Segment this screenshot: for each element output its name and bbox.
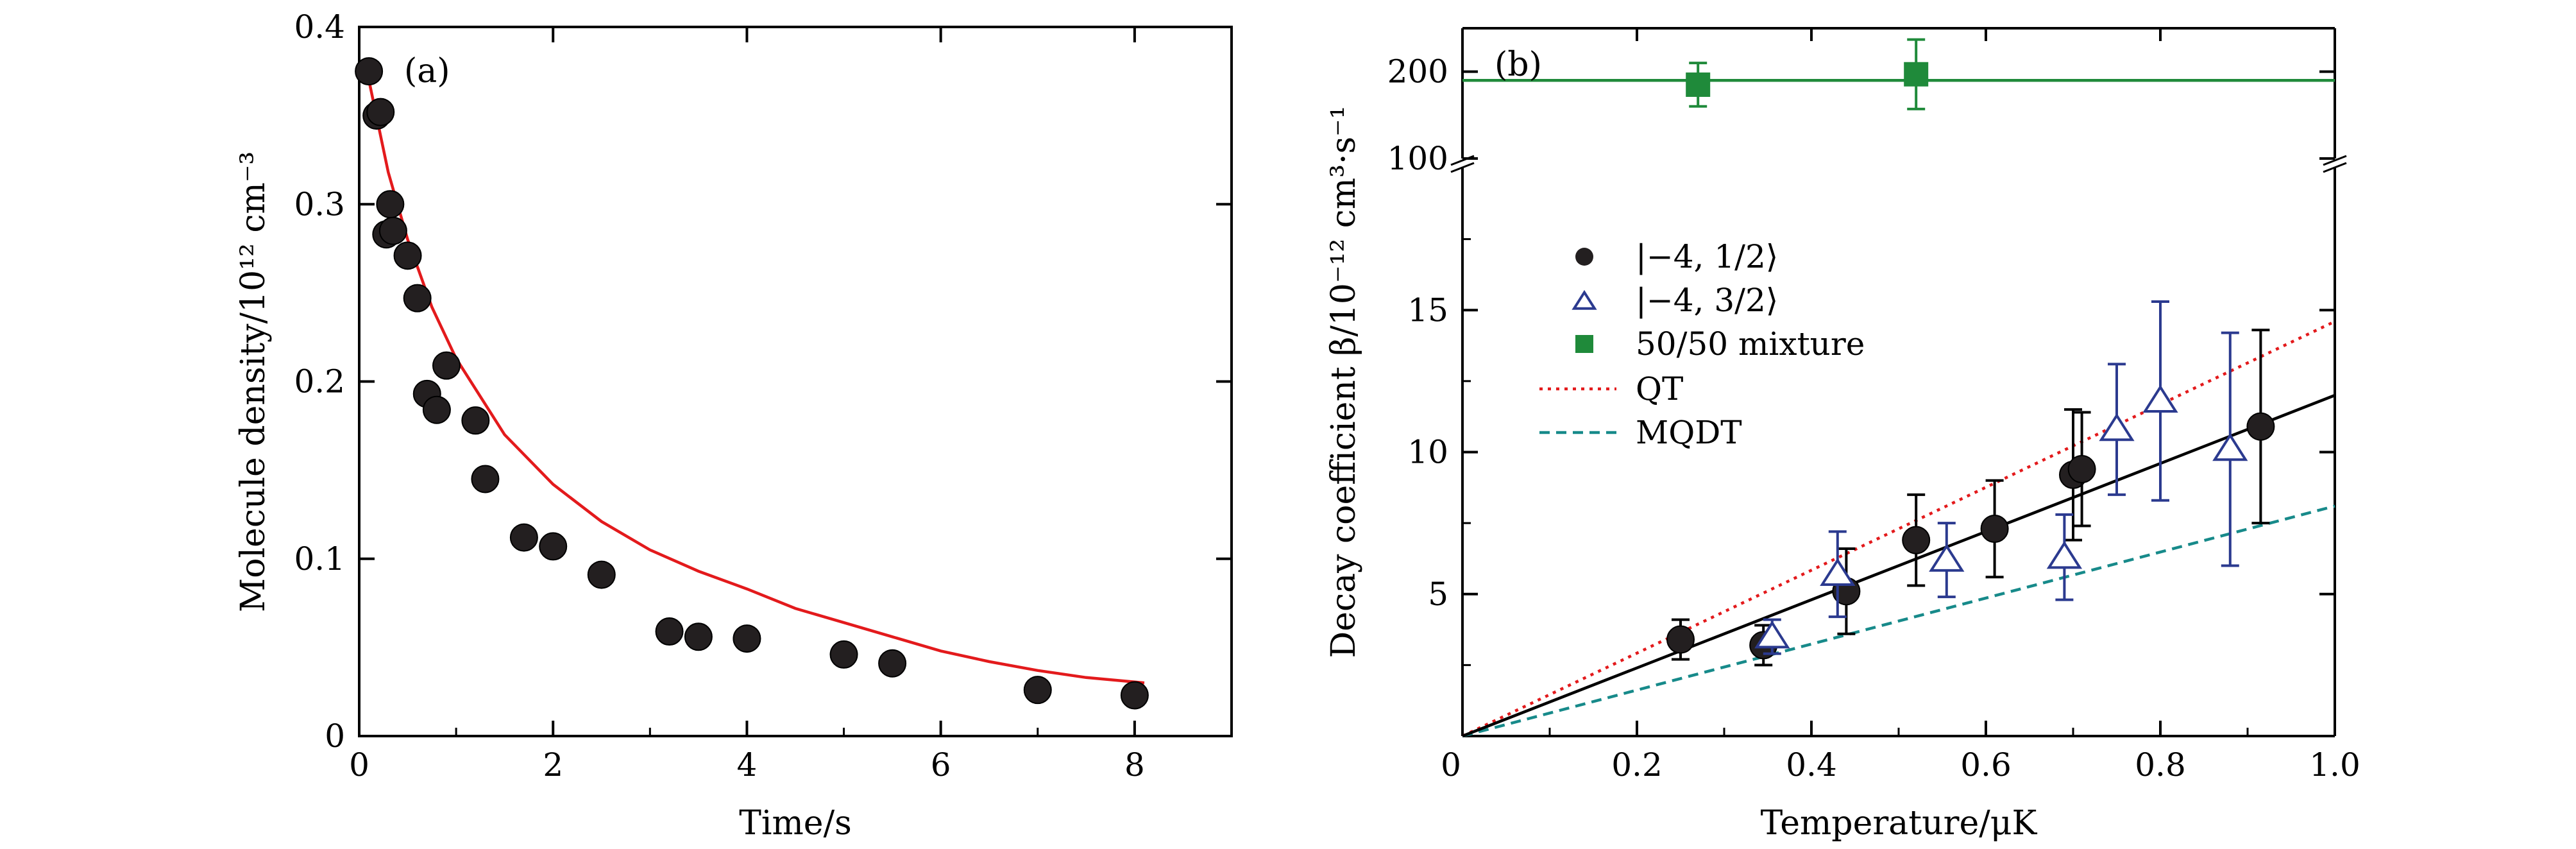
data-point (422, 395, 451, 424)
legend-marker-triangle (1572, 289, 1597, 310)
panel-label-b: (b) (1495, 46, 1542, 84)
data-point (378, 216, 407, 245)
legend-label: |−4, 1/2⟩ (1636, 238, 1778, 275)
y-tick-label-upper-b: 200 (1387, 53, 1448, 90)
x-tick-label-a: 2 (543, 746, 563, 784)
data-point-state-three-half (1929, 544, 1965, 572)
legend-label: |−4, 3/2⟩ (1636, 282, 1778, 319)
mqdt-line (1462, 504, 2335, 738)
data-point-state-three-half (2046, 540, 2083, 569)
axis-break-mark (1450, 162, 1475, 173)
data-point (587, 560, 616, 589)
x-tick-label-b: 0.4 (1786, 746, 1837, 784)
y-tick-label-a: 0.2 (294, 363, 345, 400)
data-point (432, 351, 461, 380)
data-point (1023, 676, 1052, 705)
plot-frame-b (1450, 27, 2347, 737)
x-tick-label-a: 8 (1124, 746, 1145, 784)
data-point-state-half (1980, 514, 2009, 543)
data-point (684, 622, 713, 651)
x-tick-label-a: 4 (737, 746, 758, 784)
ticks-b: 0 0.2 0.4 0.6 0.8 1.0 5 10 15 100 200 (1387, 28, 2360, 784)
y-tick-label-b: 15 (1407, 291, 1448, 329)
data-point-state-three-half (2099, 413, 2135, 442)
axis-break-mark (2323, 155, 2347, 166)
data-point (733, 624, 761, 653)
x-tick-label-a: 0 (349, 746, 369, 784)
data-point-state-half (2067, 455, 2096, 484)
data-point-mixture (1686, 72, 1711, 97)
data-point (403, 284, 432, 313)
x-tick-label-b: 1.0 (2309, 746, 2360, 784)
data-point (878, 649, 907, 678)
plot-area-b (1462, 38, 2335, 738)
x-axis-title-a: Time/s (739, 804, 852, 843)
data-point (461, 406, 490, 435)
qt-line (1462, 320, 2335, 738)
data-point (376, 190, 405, 219)
data-point (539, 532, 568, 561)
legend-label: MQDT (1636, 414, 1742, 451)
legend-label: 50/50 mixture (1636, 325, 1865, 363)
data-point (366, 98, 395, 126)
legend-label: QT (1636, 370, 1683, 407)
data-point-state-half (1902, 526, 1931, 554)
data-point-state-half (2246, 412, 2275, 441)
legend-b: |−4, 1/2⟩ |−4, 3/2⟩ 50/50 mixture QT MQDT (1539, 238, 1865, 451)
data-point-state-three-half (2142, 384, 2178, 413)
data-point (1120, 681, 1149, 710)
x-tick-label-b: 0.8 (2135, 746, 2186, 784)
data-point-state-three-half (2212, 433, 2248, 461)
y-axis-title-a: Molecule density/10¹² cm⁻³ (234, 151, 273, 612)
panel-a: 0 2 4 6 8 0 0.1 0.2 0.3 0.4 (a) Time/s Molecule d… (234, 8, 1233, 843)
plot-area-a (355, 57, 1149, 710)
y-axis-title-b: Decay coefficient β/10⁻¹² cm³·s⁻¹ (1325, 106, 1363, 658)
axis-break-mark (2323, 162, 2347, 173)
x-tick-label-b: 0.2 (1611, 746, 1663, 784)
y-tick-label-a: 0.3 (294, 185, 345, 223)
data-point-mixture (1904, 62, 1929, 87)
x-tick-label-b: 0 (1441, 746, 1461, 784)
y-tick-label-a: 0.1 (294, 540, 345, 578)
legend-marker-circle (1575, 248, 1593, 266)
y-tick-label-b: 5 (1428, 576, 1448, 613)
data-point (393, 241, 422, 270)
data-point-state-half (1666, 625, 1695, 654)
fit-curve (367, 80, 1145, 685)
panel-b: 0 0.2 0.4 0.6 0.8 1.0 5 10 15 100 200 (b) Temperat… (1325, 27, 2360, 843)
panel-label-a: (a) (404, 52, 450, 90)
data-point (655, 617, 684, 646)
plot-frame-a (358, 26, 1233, 737)
data-point (829, 640, 858, 669)
data-point-state-three-half (1820, 558, 1856, 586)
data-point (471, 465, 500, 493)
legend-marker-square (1575, 335, 1593, 353)
data-point (509, 523, 538, 552)
y-tick-label-upper-b: 100 (1387, 140, 1448, 177)
x-tick-label-b: 0.6 (1960, 746, 2012, 784)
ticks-a: 0 2 4 6 8 0 0.1 0.2 0.3 0.4 (294, 8, 1232, 784)
y-tick-label-a: 0 (325, 717, 345, 755)
x-axis-title-b: Temperature/μK (1761, 804, 2038, 843)
x-tick-label-a: 6 (931, 746, 951, 784)
linear-fit-line (1462, 393, 2335, 738)
data-point (355, 57, 384, 86)
y-tick-label-a: 0.4 (294, 8, 345, 46)
y-tick-label-b: 10 (1407, 434, 1448, 471)
data-point-state-three-half (1754, 620, 1790, 649)
